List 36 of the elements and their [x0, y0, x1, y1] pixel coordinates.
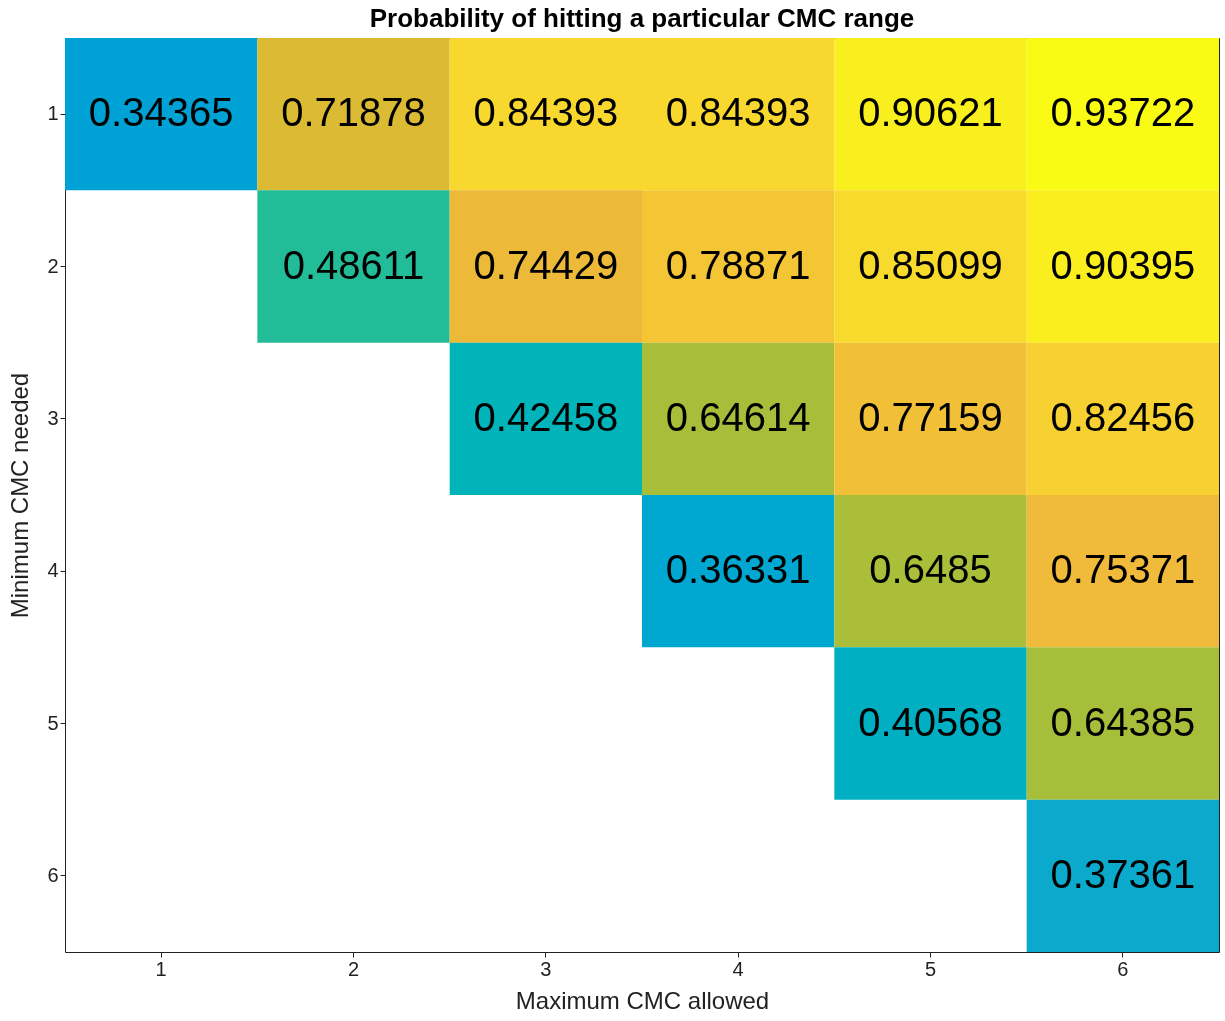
y-tick-label: 6 [47, 863, 59, 886]
x-tick-label: 1 [155, 957, 167, 980]
y-tick-label: 3 [47, 406, 59, 429]
data-label: 0.93722 [1050, 90, 1196, 135]
data-label: 0.42458 [473, 394, 619, 439]
x-tick-label: 3 [540, 957, 552, 980]
data-label: 0.90395 [1050, 242, 1196, 287]
data-label: 0.34365 [88, 90, 234, 135]
x-tick-label: 6 [1117, 957, 1129, 980]
data-label: 0.84393 [473, 90, 619, 135]
x-axis-title: Maximum CMC allowed [515, 986, 770, 1014]
y-tick-label: 2 [47, 254, 59, 277]
y-tick-label: 4 [47, 559, 59, 582]
data-label: 0.84393 [665, 90, 811, 135]
data-label: 0.77159 [858, 394, 1003, 439]
data-label: 0.90621 [858, 90, 1003, 135]
data-label: 0.82456 [1050, 394, 1196, 439]
y-tick-label: 1 [47, 102, 59, 125]
data-label: 0.71878 [281, 90, 426, 135]
data-label: 0.75371 [1050, 547, 1196, 592]
data-label: 0.37361 [1050, 851, 1196, 896]
x-tick-label: 2 [347, 957, 360, 980]
y-axis-title: Minimum CMC needed [6, 372, 34, 619]
data-label: 0.64614 [665, 394, 811, 439]
data-label: 0.74429 [473, 242, 619, 287]
data-label: 0.85099 [858, 242, 1003, 287]
data-label: 0.78871 [665, 242, 811, 287]
x-tick-label: 4 [732, 957, 744, 980]
data-label: 0.40568 [858, 699, 1003, 744]
data-label: 0.36331 [665, 547, 811, 592]
data-label: 0.6485 [869, 547, 992, 592]
y-tick-label: 5 [47, 711, 59, 734]
chart-title: Probability of hitting a particular CMC range [369, 3, 915, 33]
data-label: 0.64385 [1050, 699, 1196, 744]
x-tick-label: 5 [924, 957, 937, 980]
data-label: 0.48611 [282, 242, 425, 287]
